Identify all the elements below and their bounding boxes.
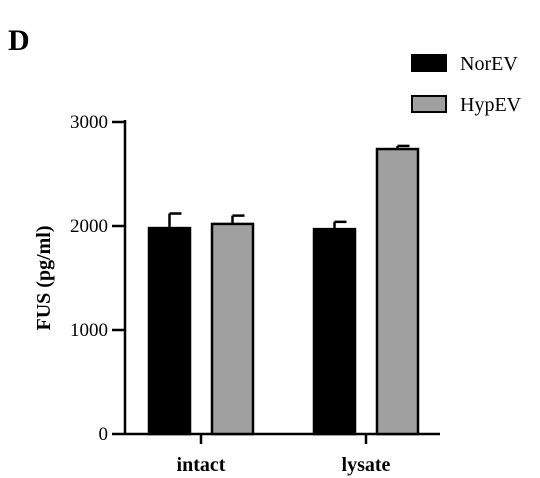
- legend-label-norev: NorEV: [460, 53, 518, 75]
- legend: NorEV HypEV: [411, 53, 522, 116]
- y-tick-label-3: 3000: [70, 112, 108, 133]
- bar-norev-intact: [147, 226, 192, 436]
- legend-label-hypev: HypEV: [460, 94, 522, 116]
- y-tick-label-1: 1000: [70, 320, 108, 341]
- y-tick-label-0: 0: [99, 424, 109, 445]
- bar-hypev-lysate: [375, 147, 420, 436]
- legend-swatch-norev: [411, 54, 447, 72]
- x-categories: intact lysate: [177, 434, 391, 476]
- y-axis-title: FUS (pg/ml): [33, 226, 55, 331]
- x-category-label-intact: intact: [177, 454, 226, 476]
- y-tick-label-2: 2000: [70, 216, 108, 237]
- x-category-label-lysate: lysate: [342, 454, 391, 476]
- bar-norev-lysate: [312, 227, 357, 436]
- panel-label: D: [8, 24, 30, 57]
- y-ticks: 0 1000 2000 3000: [70, 112, 125, 445]
- legend-swatch-hypev: [411, 95, 447, 113]
- bar-hypev-intact: [210, 222, 255, 436]
- bars: [147, 144, 420, 436]
